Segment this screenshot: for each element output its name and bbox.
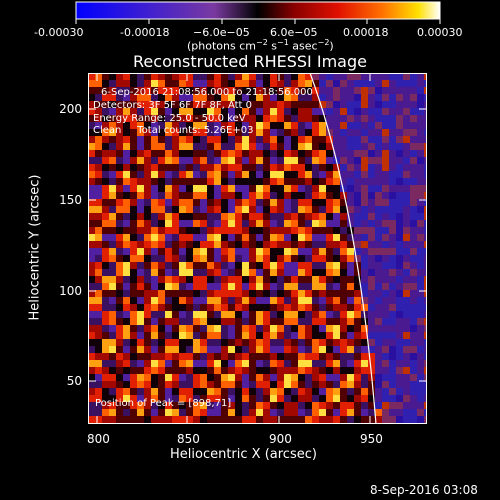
x-tick-label: 950 — [360, 432, 383, 446]
colorbar-tick: -0.00030 — [34, 26, 84, 39]
units-text: ) — [329, 39, 334, 53]
y-tick-label: 150 — [59, 193, 82, 207]
solar-limb — [309, 73, 377, 424]
y-tick-label: 200 — [59, 102, 82, 116]
units-exp: −2 — [317, 38, 330, 47]
units-text: (photons cm — [187, 39, 256, 53]
x-tick-label: 800 — [87, 432, 110, 446]
timestamp: 8-Sep-2016 03:08 — [370, 483, 478, 497]
rhessi-image — [88, 73, 427, 424]
units-exp: −2 — [255, 38, 268, 47]
colorbar-tick: 0.00030 — [417, 26, 463, 39]
info-time-range: 6-Sep-2016 21:08:56.000 to 21:18:56.000 — [101, 87, 313, 98]
units-text: asec — [288, 39, 318, 53]
units-text: s — [267, 39, 278, 53]
y-tick-label: 100 — [59, 284, 82, 298]
colorbar-gradient — [75, 1, 441, 20]
colorbar-tick: -0.00018 — [120, 26, 170, 39]
plot-title: Reconstructed RHESSI Image — [133, 52, 367, 71]
peak-position: Position of Peak = [898,71] — [95, 398, 232, 409]
colorbar-units: (photons cm−2 s−1 asec−2) — [187, 38, 334, 53]
y-tick-label: 50 — [66, 374, 82, 388]
colorbar-tick: −6.0e−05 — [193, 26, 250, 39]
info-clean-counts: Clean Total counts: 5.26E+03 — [93, 125, 254, 136]
x-tick-label: 850 — [177, 432, 200, 446]
x-tick-label: 900 — [269, 432, 292, 446]
y-axis-label: Heliocentric Y (arcsec) — [27, 174, 43, 321]
colorbar — [75, 1, 441, 24]
info-detectors: Detectors: 3F 5F 6F 7F 8F, Att 0 — [93, 100, 253, 111]
info-energy: Energy Range: 25.0 - 50.0 keV — [93, 113, 246, 124]
colorbar-tick: 0.00018 — [343, 26, 389, 39]
colorbar-tick: 6.0e−05 — [270, 26, 318, 39]
x-axis-label: Heliocentric X (arcsec) — [170, 447, 317, 462]
units-exp: −1 — [277, 38, 289, 47]
